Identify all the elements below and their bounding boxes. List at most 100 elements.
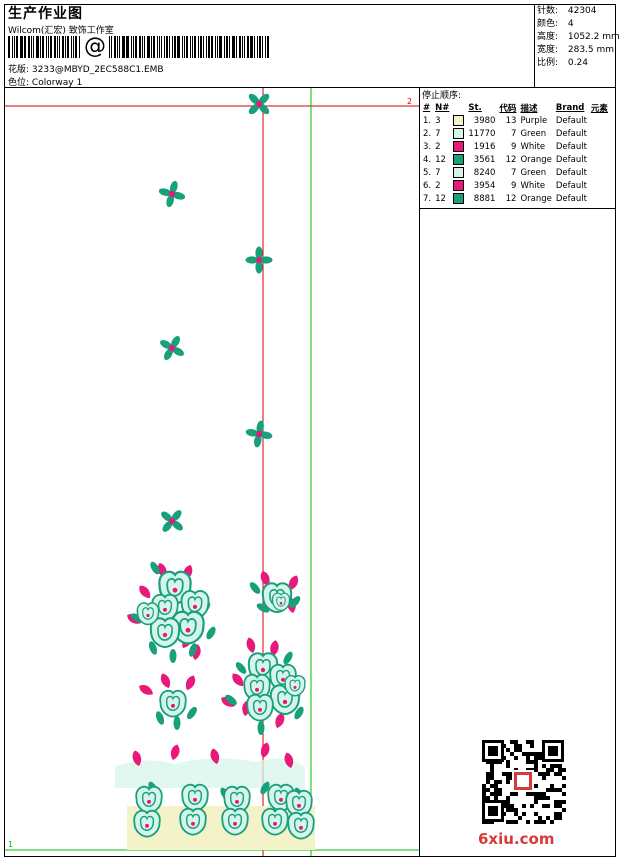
qr-module — [534, 820, 538, 824]
small-flower-motif — [161, 510, 183, 532]
qr-module — [538, 820, 542, 824]
guide-label-2: 2 — [407, 97, 412, 106]
qr-module — [558, 772, 562, 776]
qr-module — [558, 812, 562, 816]
barcode-at-symbol: @ — [83, 34, 106, 59]
table-row: 6. 2 3954 9 White Default — [423, 180, 587, 191]
design-row: 花版: 3233@MBYD_2EC588C1.EMB — [8, 62, 164, 75]
qr-module — [518, 744, 522, 748]
qr-module — [534, 812, 538, 816]
color-swatch — [453, 180, 465, 191]
qr-module — [506, 764, 510, 768]
qr-module — [522, 752, 526, 756]
qr-module — [514, 748, 518, 752]
guide-label-1: 1 — [8, 840, 13, 849]
stat-row: 比例: 0.24 — [537, 58, 588, 68]
stop-sequence-title: 停止顺序: — [422, 91, 462, 101]
qr-module — [482, 784, 486, 788]
qr-module — [510, 792, 514, 796]
qr-module — [530, 760, 534, 764]
qr-module — [558, 804, 562, 808]
qr-module — [510, 820, 514, 824]
leaf-shape — [260, 781, 270, 795]
pink-bud — [260, 742, 270, 758]
qr-module — [530, 744, 534, 748]
rose-motif — [159, 689, 187, 718]
qr-module — [490, 768, 494, 772]
qr-module — [490, 784, 494, 788]
pink-bud — [270, 640, 279, 656]
pink-bud — [139, 585, 151, 599]
leaf-shape — [257, 721, 265, 735]
qr-module — [534, 768, 538, 772]
qr-module — [490, 772, 494, 776]
qr-module — [506, 776, 510, 780]
pink-bud — [275, 712, 285, 728]
qr-module — [530, 804, 534, 808]
qr-module — [562, 768, 566, 772]
color-swatch — [453, 128, 465, 139]
rose-motif — [261, 807, 289, 836]
qr-module — [482, 796, 486, 800]
qr-module — [514, 820, 518, 824]
qr-module — [530, 752, 534, 756]
qr-module — [534, 784, 538, 788]
qr-module — [550, 784, 554, 788]
qr-module — [562, 784, 566, 788]
qr-module — [510, 740, 514, 744]
pink-bud — [185, 675, 196, 690]
qr-module — [542, 764, 546, 768]
qr-module — [482, 788, 486, 792]
leaf-shape — [289, 596, 301, 608]
qr-module — [510, 752, 514, 756]
qr-module — [522, 804, 526, 808]
rose-motif — [135, 785, 163, 814]
leaf-shape — [249, 582, 261, 594]
qr-module — [486, 796, 490, 800]
qr-module — [506, 772, 510, 776]
pink-bud — [246, 637, 256, 653]
small-flower-motif — [248, 93, 270, 115]
stats-divider — [534, 5, 535, 87]
table-row: 1. 3 3980 13 Purple Default — [423, 115, 587, 126]
qr-module — [486, 788, 490, 792]
qr-module — [514, 792, 518, 796]
qr-module — [554, 772, 558, 776]
qr-module — [514, 756, 518, 760]
rose-motif — [149, 617, 181, 649]
qr-module — [498, 792, 502, 796]
qr-module — [522, 812, 526, 816]
qr-module — [534, 764, 538, 768]
qr-module — [490, 776, 494, 780]
stat-row: 针数: 42304 — [537, 6, 597, 16]
qr-module — [486, 776, 490, 780]
color-swatch — [453, 154, 465, 165]
qr-module — [546, 772, 550, 776]
pink-bud — [232, 673, 244, 687]
design-canvas: 21 — [5, 88, 419, 856]
rose-motif — [180, 590, 210, 620]
qr-module — [526, 760, 530, 764]
leaf-shape — [148, 641, 158, 655]
qr-module — [558, 816, 562, 820]
qr-module — [554, 804, 558, 808]
qr-module — [550, 768, 554, 772]
bottom-foliage — [115, 758, 305, 788]
qr-module — [506, 748, 510, 752]
rose-motif — [221, 807, 249, 836]
qr-module — [550, 788, 554, 792]
pink-bud — [160, 673, 171, 688]
qr-module — [562, 776, 566, 780]
qr-module — [534, 760, 538, 764]
qr-module — [498, 788, 502, 792]
qr-module — [490, 792, 494, 796]
qr-module — [542, 796, 546, 800]
qr-module — [550, 764, 554, 768]
rose-motif — [171, 610, 205, 645]
colorway-row: 色位: Colorway 1 — [8, 75, 82, 88]
page-title: 生产作业图 — [8, 6, 83, 22]
qr-module — [558, 764, 562, 768]
qr-module — [506, 796, 510, 800]
qr-module — [506, 820, 510, 824]
leaf-shape — [283, 651, 293, 665]
